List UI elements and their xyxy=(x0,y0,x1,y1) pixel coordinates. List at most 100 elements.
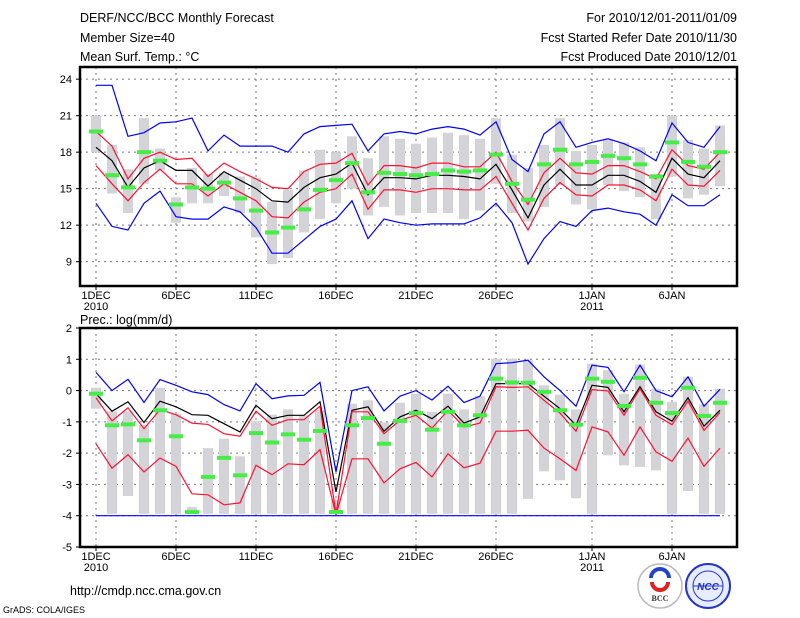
marker-bar xyxy=(633,375,647,380)
x-tick-label: 1DEC xyxy=(81,551,110,563)
marker-bar xyxy=(169,202,183,207)
marker-bar xyxy=(697,413,711,418)
marker-bar xyxy=(329,178,343,183)
bcc-logo: BCC xyxy=(637,563,683,609)
marker-bar xyxy=(345,161,359,166)
marker-bar xyxy=(105,423,119,428)
marker-bar xyxy=(377,441,391,446)
marker-bar xyxy=(617,403,631,408)
marker-bar xyxy=(489,152,503,157)
series-line-max xyxy=(96,84,721,173)
marker-bar xyxy=(409,173,423,178)
range-bar xyxy=(619,142,629,192)
range-bar xyxy=(683,376,693,491)
range-bar xyxy=(363,158,373,216)
range-bar xyxy=(379,422,389,514)
marker-bar xyxy=(521,380,535,385)
marker-bar xyxy=(185,185,199,190)
marker-bar xyxy=(361,190,375,195)
marker-bar xyxy=(457,169,471,174)
range-bar xyxy=(587,144,597,210)
range-bar xyxy=(219,438,229,514)
y-tick-label: -5 xyxy=(62,542,72,554)
y-tick-label: 1 xyxy=(66,354,72,366)
y-tick-label: -4 xyxy=(62,511,72,523)
series-line-lower xyxy=(95,165,721,232)
marker-bar xyxy=(569,162,583,167)
y-tick-label: -3 xyxy=(62,479,72,491)
marker-bar xyxy=(585,376,599,381)
marker-bar xyxy=(393,418,407,423)
range-bar xyxy=(715,125,725,187)
range-bar xyxy=(507,358,517,514)
marker-bar xyxy=(425,172,439,177)
marker-bar xyxy=(345,423,359,428)
x-tick-label: 26DEC xyxy=(478,551,514,563)
precip-chart-title: Prec.: log(mm/d) xyxy=(80,313,172,327)
range-bar xyxy=(139,424,149,514)
range-bar xyxy=(427,411,437,514)
marker-bar xyxy=(553,147,567,152)
range-bar xyxy=(571,409,581,499)
marker-bar xyxy=(537,389,551,394)
marker-bar xyxy=(649,400,663,405)
marker-bar xyxy=(553,408,567,413)
member-size: Member Size=40 xyxy=(80,31,175,45)
marker-bar xyxy=(201,474,215,479)
range-bar xyxy=(667,115,677,177)
marker-bar xyxy=(329,509,343,514)
marker-bar xyxy=(121,185,135,190)
marker-bar xyxy=(505,181,519,186)
range-bar xyxy=(123,169,133,213)
range-bar xyxy=(651,388,661,471)
range-bar xyxy=(123,411,133,497)
forecast-period: For 2010/12/01-2011/01/09 xyxy=(586,11,737,25)
range-bar xyxy=(251,421,261,514)
range-bar xyxy=(315,149,325,220)
y-tick-label: -1 xyxy=(62,417,72,429)
plot-frame xyxy=(78,326,739,549)
range-bar xyxy=(331,500,341,514)
marker-bar xyxy=(441,168,455,173)
range-bar xyxy=(619,393,629,466)
x-tick-year-label: 2010 xyxy=(84,562,108,574)
marker-bar xyxy=(169,434,183,439)
x-tick-label: 1JAN xyxy=(579,551,606,563)
series-line-upper xyxy=(95,131,721,206)
marker-bar xyxy=(201,186,215,191)
range-bar xyxy=(475,138,485,211)
ncc-logo: NCC xyxy=(685,563,731,609)
x-tick-year-label: 2011 xyxy=(580,562,604,574)
range-bar xyxy=(459,409,469,514)
marker-bar xyxy=(265,440,279,445)
x-tick-label: 6DEC xyxy=(161,290,190,302)
marker-bar xyxy=(153,408,167,413)
produced-date: Fcst Produced Date 2010/12/01 xyxy=(560,50,737,64)
range-bar xyxy=(395,402,405,514)
marker-bar xyxy=(473,413,487,418)
marker-bar xyxy=(457,423,471,428)
range-bar xyxy=(715,388,725,514)
y-tick-label: 0 xyxy=(66,386,72,398)
range-bar xyxy=(651,174,661,220)
source-url[interactable]: http://cmdp.ncc.cma.gov.cn xyxy=(70,584,221,598)
y-tick-label: 9 xyxy=(66,257,72,269)
y-tick-label: -2 xyxy=(62,448,72,460)
marker-bar xyxy=(665,411,679,416)
marker-bar xyxy=(105,173,119,178)
marker-bar xyxy=(265,230,279,235)
range-bar xyxy=(411,393,421,514)
x-tick-label: 11DEC xyxy=(239,290,274,302)
y-tick-label: 15 xyxy=(60,184,72,196)
x-tick-year-label: 2010 xyxy=(84,301,108,313)
x-tick-label: 1JAN xyxy=(579,290,606,302)
marker-bar xyxy=(617,156,631,161)
marker-bar xyxy=(585,159,599,164)
marker-bar xyxy=(473,168,487,173)
marker-bar xyxy=(569,422,583,427)
x-tick-label: 6JAN xyxy=(659,551,686,563)
marker-bar xyxy=(425,427,439,432)
range-bar xyxy=(523,360,533,499)
